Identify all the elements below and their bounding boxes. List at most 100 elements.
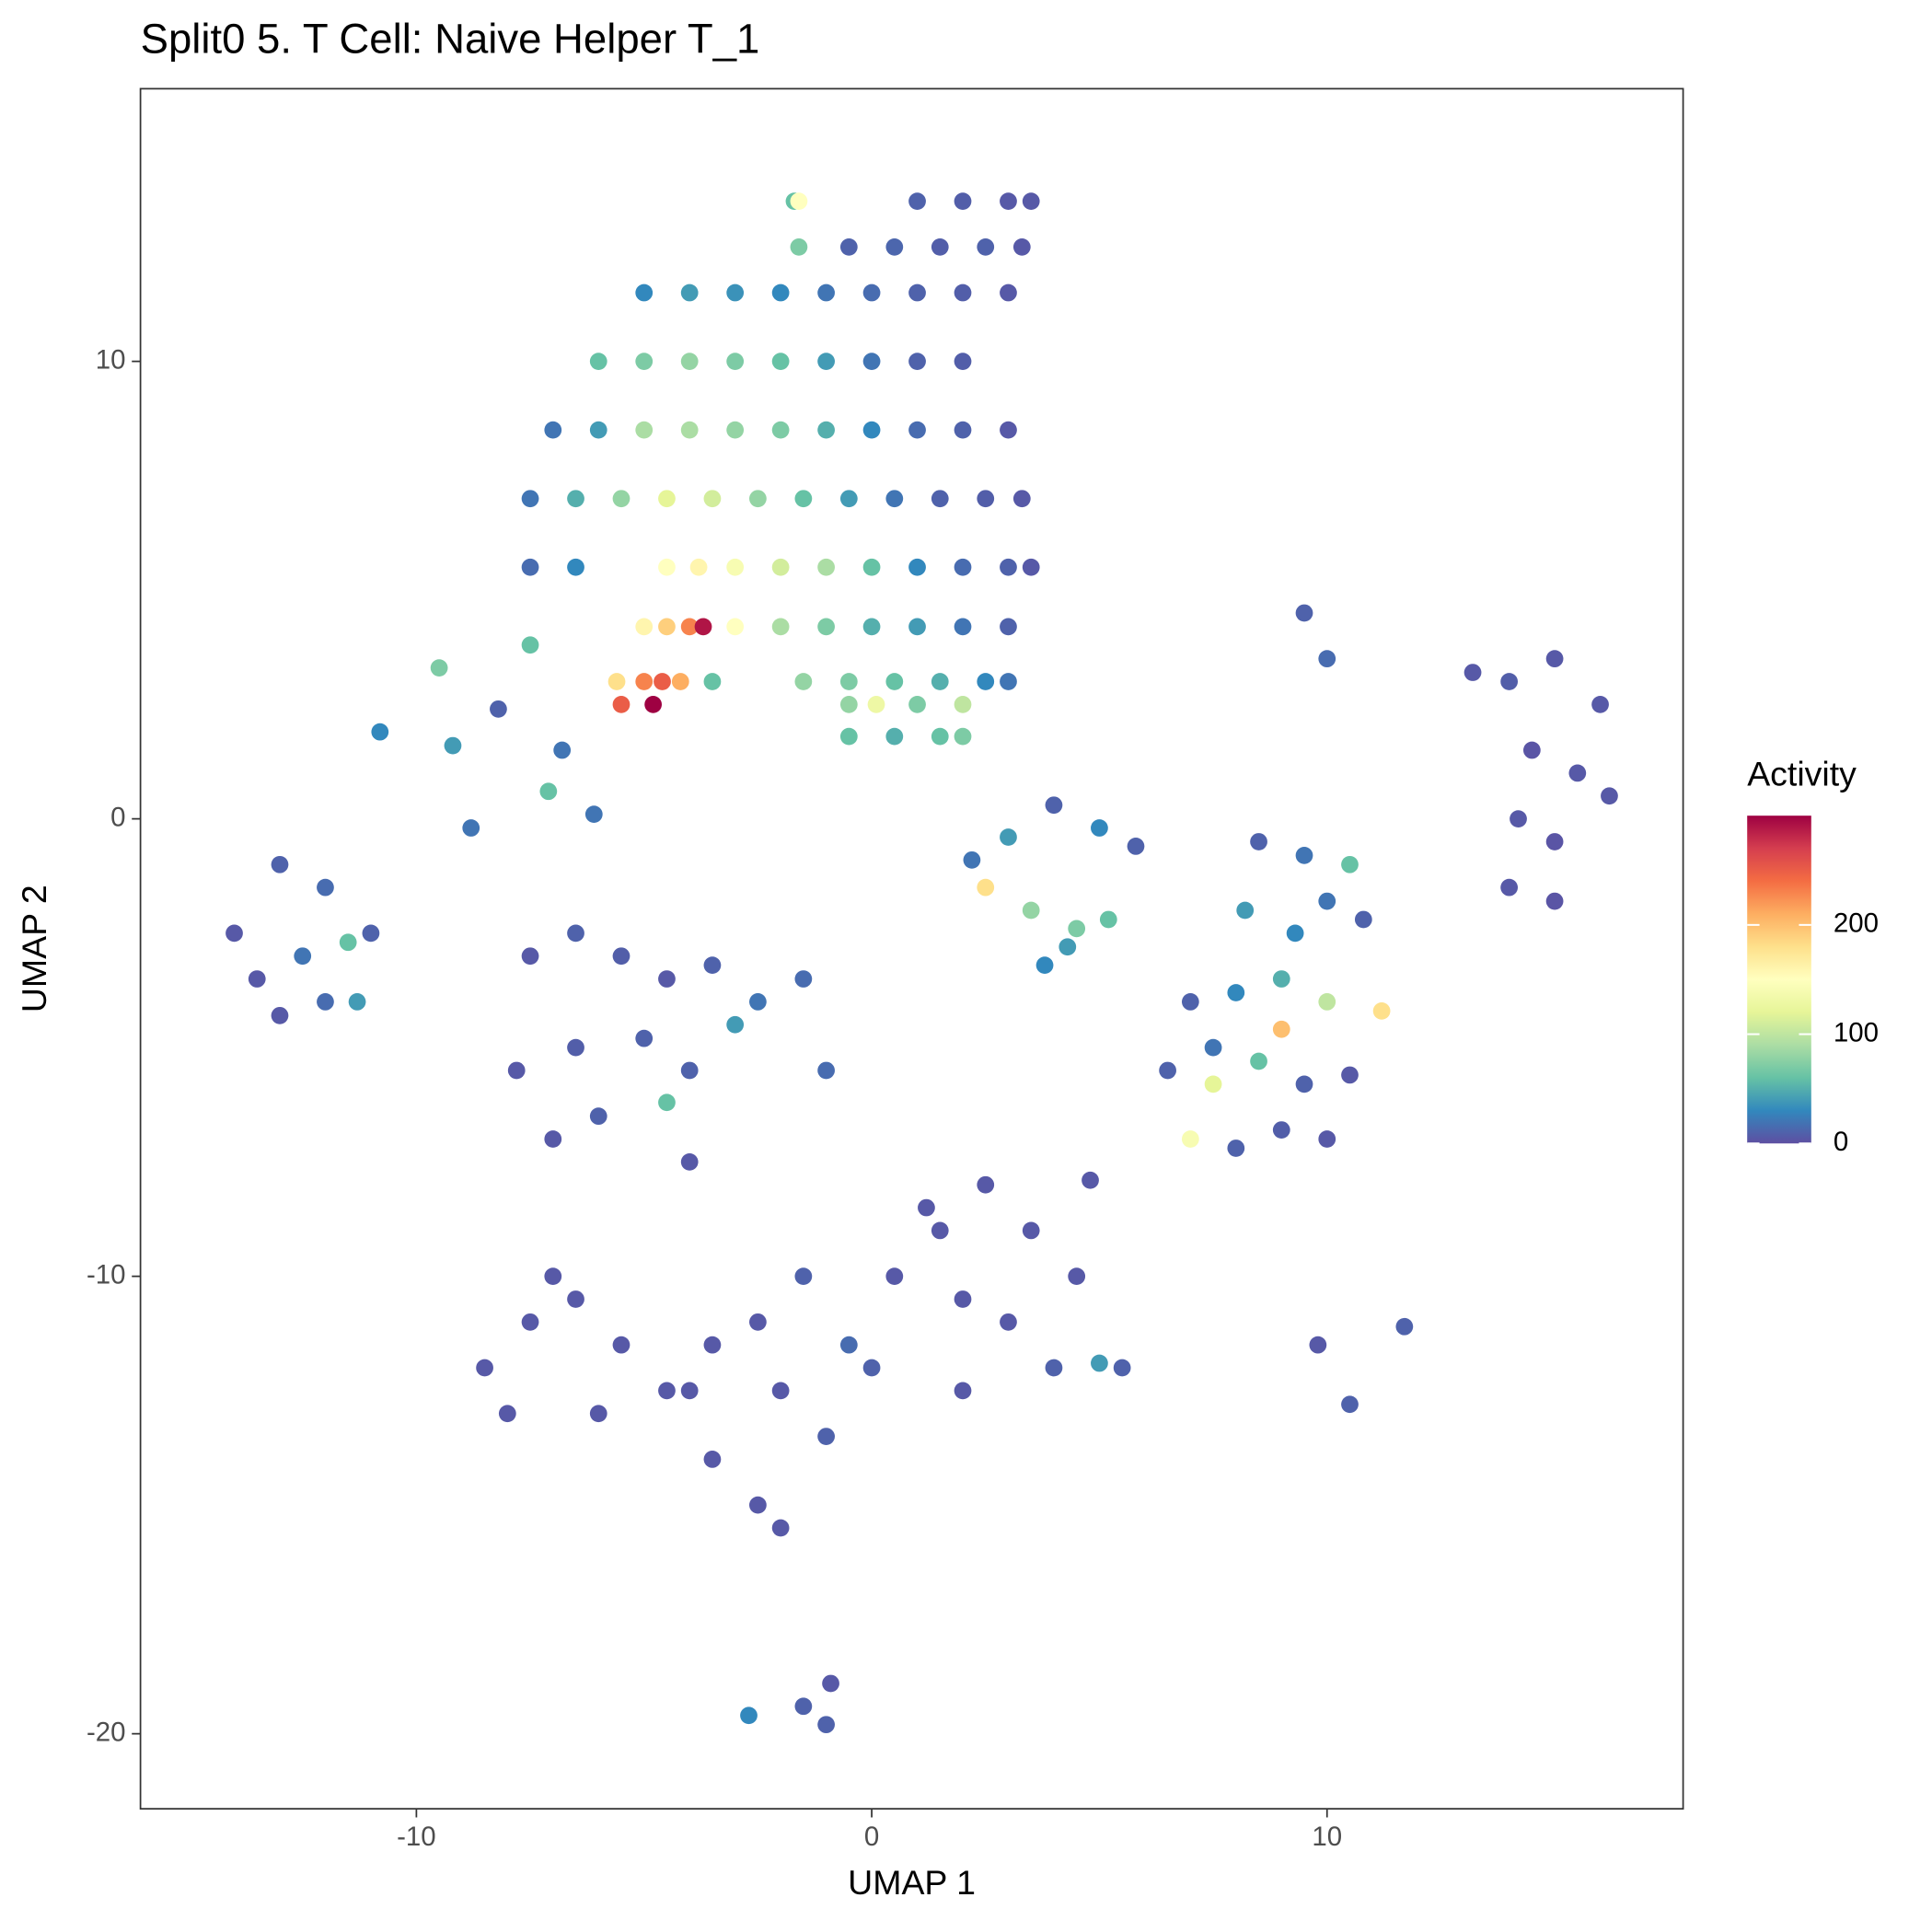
point <box>1091 1354 1108 1372</box>
point <box>726 1015 745 1034</box>
point <box>862 421 881 439</box>
point <box>1091 819 1108 837</box>
point <box>1099 910 1117 929</box>
point <box>726 353 745 370</box>
point <box>771 618 790 636</box>
colorbar-label: 0 <box>1834 1127 1848 1157</box>
point <box>954 192 972 211</box>
colorbar <box>1747 816 1811 1144</box>
point <box>954 421 972 439</box>
y-tick-label: -20 <box>87 1717 126 1747</box>
legend-title: Activity <box>1747 754 1857 792</box>
point <box>749 490 767 508</box>
point <box>885 237 904 256</box>
point <box>444 736 462 755</box>
point <box>544 1130 562 1148</box>
point <box>908 695 926 713</box>
point <box>348 993 366 1011</box>
point <box>612 695 631 713</box>
point <box>977 673 995 690</box>
point <box>248 970 266 988</box>
point <box>294 947 312 966</box>
point <box>521 1313 539 1331</box>
point <box>371 723 389 741</box>
point <box>658 618 676 636</box>
point <box>498 1405 516 1423</box>
point <box>908 192 926 211</box>
point <box>1318 650 1336 668</box>
point <box>635 421 654 439</box>
point <box>658 1382 676 1400</box>
point <box>885 673 904 690</box>
point <box>1286 924 1304 943</box>
y-axis-label: UMAP 2 <box>15 885 53 1012</box>
point <box>862 618 881 636</box>
point <box>1545 892 1564 910</box>
point <box>726 618 745 636</box>
point <box>703 1451 722 1468</box>
point <box>740 1706 758 1725</box>
point <box>726 558 745 576</box>
point <box>954 353 972 370</box>
point <box>931 673 949 690</box>
point <box>963 850 981 869</box>
point <box>694 618 712 636</box>
point <box>362 924 380 943</box>
point <box>1204 1075 1222 1093</box>
point <box>226 924 243 943</box>
point <box>1545 833 1564 850</box>
point <box>612 947 631 966</box>
point <box>1510 810 1527 827</box>
point <box>1236 901 1255 920</box>
point <box>839 237 858 256</box>
point <box>954 1290 972 1308</box>
point <box>521 636 539 654</box>
point <box>839 695 858 713</box>
point <box>1113 1359 1131 1377</box>
point <box>1059 938 1077 956</box>
point <box>977 1175 995 1194</box>
point <box>1000 1313 1017 1331</box>
point <box>589 421 607 439</box>
point <box>1522 741 1541 759</box>
point <box>817 421 835 439</box>
point <box>908 421 926 439</box>
point <box>612 490 631 508</box>
point <box>703 1336 722 1354</box>
point <box>1000 283 1017 302</box>
point <box>1318 1130 1336 1148</box>
point <box>567 1038 584 1057</box>
point <box>1309 1336 1327 1354</box>
point <box>931 727 949 746</box>
x-axis-label: UMAP 1 <box>848 1863 976 1902</box>
point <box>817 283 835 302</box>
point <box>954 1382 972 1400</box>
point <box>1500 673 1518 690</box>
point <box>1035 956 1054 975</box>
point <box>607 673 626 690</box>
point <box>680 1152 699 1171</box>
point <box>794 970 813 988</box>
y-tick-label: 10 <box>96 344 126 375</box>
point <box>1341 1395 1359 1414</box>
point <box>490 700 507 718</box>
point <box>680 283 699 302</box>
point <box>862 1359 881 1377</box>
point <box>839 1336 858 1354</box>
point <box>817 558 835 576</box>
point <box>689 558 708 576</box>
colorbar-label: 200 <box>1834 908 1879 939</box>
point <box>1000 828 1017 846</box>
point <box>1068 1267 1086 1285</box>
point <box>885 727 904 746</box>
point <box>658 1093 676 1112</box>
point <box>822 1674 839 1693</box>
point <box>867 695 885 713</box>
point <box>1500 878 1518 897</box>
point <box>703 673 722 690</box>
point <box>1022 192 1040 211</box>
x-tick-label: 0 <box>864 1822 879 1852</box>
point <box>1295 846 1313 864</box>
point <box>635 673 654 690</box>
